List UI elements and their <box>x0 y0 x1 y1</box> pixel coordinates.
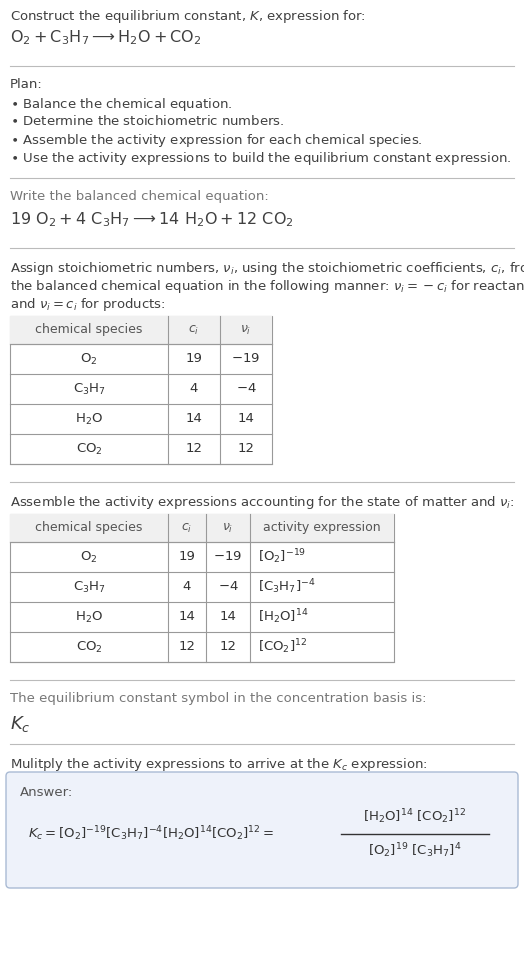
Text: $c_i$: $c_i$ <box>181 522 193 534</box>
Text: $\mathrm{H_2O}$: $\mathrm{H_2O}$ <box>75 411 103 427</box>
Text: Answer:: Answer: <box>20 786 73 799</box>
Text: $K_c$: $K_c$ <box>10 714 30 734</box>
Text: $\mathrm{C_3H_7}$: $\mathrm{C_3H_7}$ <box>73 382 105 397</box>
Text: $\mathrm{O_2}$: $\mathrm{O_2}$ <box>80 352 98 366</box>
Text: 12: 12 <box>185 442 202 456</box>
Text: 19: 19 <box>179 551 195 563</box>
Text: 12: 12 <box>237 442 255 456</box>
Text: 12: 12 <box>179 640 195 653</box>
Text: $\mathrm{O_2 + C_3H_7 \longrightarrow H_2O + CO_2}$: $\mathrm{O_2 + C_3H_7 \longrightarrow H_… <box>10 28 202 47</box>
Bar <box>10 316 272 344</box>
Bar <box>10 514 394 662</box>
Text: 19: 19 <box>185 353 202 365</box>
Bar <box>10 316 272 464</box>
Text: $19\ \mathrm{O_2 + 4\ C_3H_7 \longrightarrow 14\ H_2O + 12\ CO_2}$: $19\ \mathrm{O_2 + 4\ C_3H_7 \longrighta… <box>10 210 294 229</box>
Text: $[\mathrm{O_2}]^{-19}$: $[\mathrm{O_2}]^{-19}$ <box>258 548 306 566</box>
Text: $[\mathrm{H_2O}]^{14}\ [\mathrm{CO_2}]^{12}$: $[\mathrm{H_2O}]^{14}\ [\mathrm{CO_2}]^{… <box>364 807 466 826</box>
Text: and $\nu_i = c_i$ for products:: and $\nu_i = c_i$ for products: <box>10 296 166 313</box>
Text: Write the balanced chemical equation:: Write the balanced chemical equation: <box>10 190 269 203</box>
Text: Mulitply the activity expressions to arrive at the $K_c$ expression:: Mulitply the activity expressions to arr… <box>10 756 428 773</box>
Text: 14: 14 <box>237 412 255 426</box>
Text: Assign stoichiometric numbers, $\nu_i$, using the stoichiometric coefficients, $: Assign stoichiometric numbers, $\nu_i$, … <box>10 260 524 277</box>
Text: Assemble the activity expressions accounting for the state of matter and $\nu_i$: Assemble the activity expressions accoun… <box>10 494 515 511</box>
Text: $\nu_i$: $\nu_i$ <box>222 522 234 534</box>
Text: $[\mathrm{C_3H_7}]^{-4}$: $[\mathrm{C_3H_7}]^{-4}$ <box>258 578 315 597</box>
Text: $c_i$: $c_i$ <box>188 324 200 336</box>
Text: $\mathrm{H_2O}$: $\mathrm{H_2O}$ <box>75 609 103 625</box>
Text: $-4$: $-4$ <box>217 580 238 594</box>
Text: $\nu_i$: $\nu_i$ <box>241 324 252 336</box>
Text: 4: 4 <box>183 580 191 594</box>
Text: $\mathrm{O_2}$: $\mathrm{O_2}$ <box>80 550 98 564</box>
Text: the balanced chemical equation in the following manner: $\nu_i = -c_i$ for react: the balanced chemical equation in the fo… <box>10 278 524 295</box>
Text: $\mathrm{CO_2}$: $\mathrm{CO_2}$ <box>75 441 102 456</box>
Text: $\mathrm{C_3H_7}$: $\mathrm{C_3H_7}$ <box>73 579 105 595</box>
Text: $\bullet$ Assemble the activity expression for each chemical species.: $\bullet$ Assemble the activity expressi… <box>10 132 423 149</box>
Text: 12: 12 <box>220 640 236 653</box>
Text: $\mathrm{CO_2}$: $\mathrm{CO_2}$ <box>75 639 102 654</box>
Text: activity expression: activity expression <box>263 522 381 534</box>
Text: $-4$: $-4$ <box>236 382 256 396</box>
Text: 4: 4 <box>190 382 198 396</box>
Text: Construct the equilibrium constant, $K$, expression for:: Construct the equilibrium constant, $K$,… <box>10 8 366 25</box>
Text: 14: 14 <box>220 610 236 624</box>
Text: chemical species: chemical species <box>35 324 143 336</box>
Text: 14: 14 <box>179 610 195 624</box>
Text: 14: 14 <box>185 412 202 426</box>
Text: $\bullet$ Balance the chemical equation.: $\bullet$ Balance the chemical equation. <box>10 96 233 113</box>
FancyBboxPatch shape <box>6 772 518 888</box>
Text: Plan:: Plan: <box>10 78 43 91</box>
Text: $[\mathrm{H_2O}]^{14}$: $[\mathrm{H_2O}]^{14}$ <box>258 607 309 627</box>
Text: $-19$: $-19$ <box>232 353 260 365</box>
Text: $\bullet$ Use the activity expressions to build the equilibrium constant express: $\bullet$ Use the activity expressions t… <box>10 150 511 167</box>
Text: $[\mathrm{O_2}]^{19}\ [\mathrm{C_3H_7}]^{4}$: $[\mathrm{O_2}]^{19}\ [\mathrm{C_3H_7}]^… <box>368 842 462 860</box>
Text: $-19$: $-19$ <box>213 551 243 563</box>
Text: chemical species: chemical species <box>35 522 143 534</box>
Bar <box>10 514 394 542</box>
Text: The equilibrium constant symbol in the concentration basis is:: The equilibrium constant symbol in the c… <box>10 692 427 705</box>
Text: $\bullet$ Determine the stoichiometric numbers.: $\bullet$ Determine the stoichiometric n… <box>10 114 285 128</box>
Text: $K_c = [\mathrm{O_2}]^{-19} [\mathrm{C_3H_7}]^{-4} [\mathrm{H_2O}]^{14} [\mathrm: $K_c = [\mathrm{O_2}]^{-19} [\mathrm{C_3… <box>28 825 274 844</box>
Text: $[\mathrm{CO_2}]^{12}$: $[\mathrm{CO_2}]^{12}$ <box>258 638 307 656</box>
